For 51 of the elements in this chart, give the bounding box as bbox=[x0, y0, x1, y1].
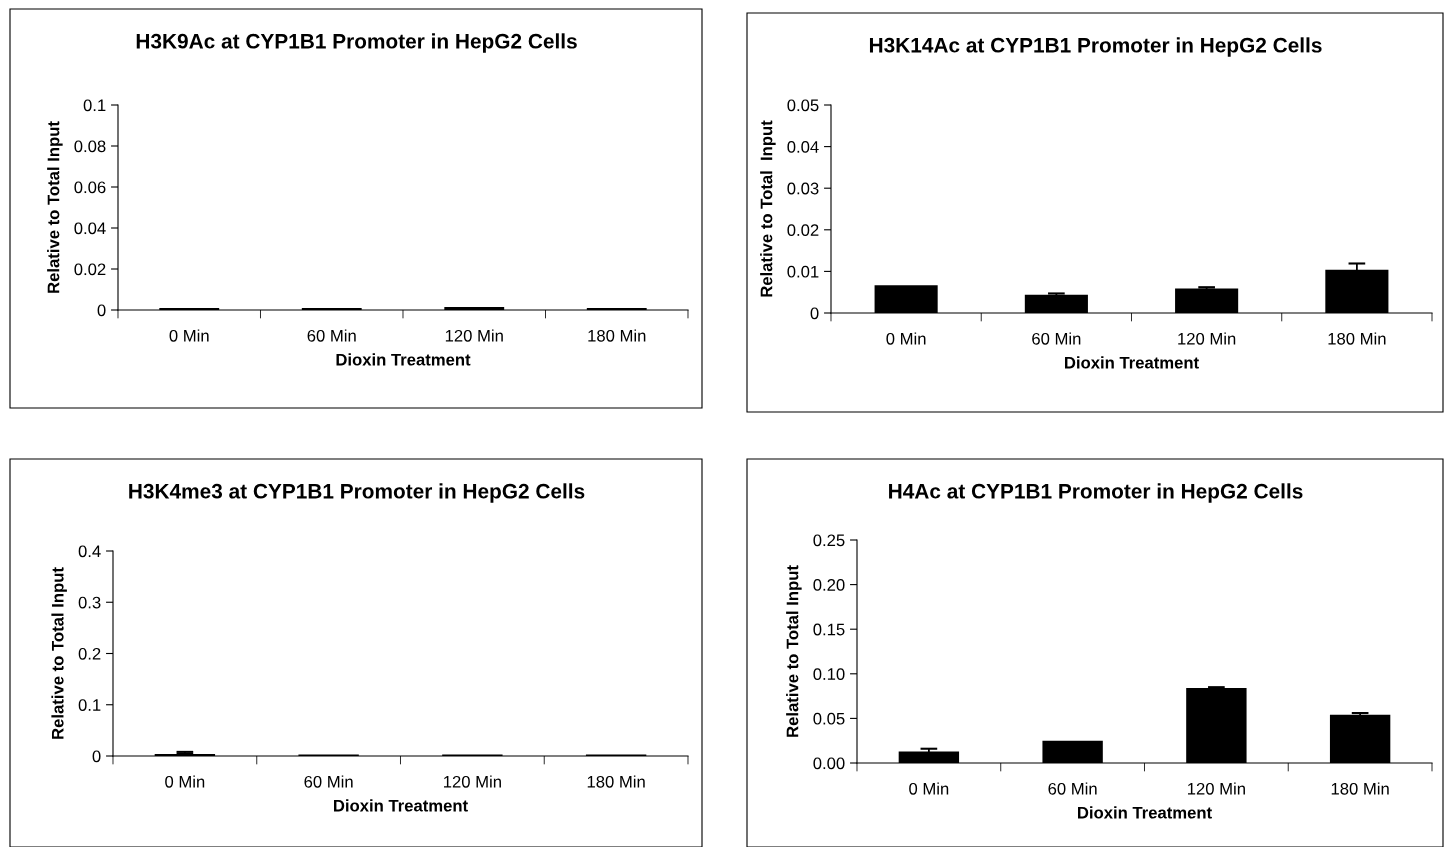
y-tick-label: 0.03 bbox=[787, 182, 819, 195]
x-axis-title: Dioxin Treatment bbox=[1078, 806, 1212, 819]
x-tick-label: 60 Min bbox=[1048, 782, 1097, 795]
chart-title: H3K14Ac at CYP1B1 Promoter in HepG2 Cells bbox=[869, 37, 1322, 57]
x-axis-title: Dioxin Treatment bbox=[336, 353, 471, 366]
y-tick-label: 0.3 bbox=[78, 596, 101, 609]
y-tick-label: 0.04 bbox=[74, 222, 106, 235]
y-tick-label: 0.1 bbox=[83, 99, 106, 112]
x-tick-label: 180 Min bbox=[588, 329, 646, 342]
y-tick-label: 0 bbox=[97, 304, 106, 317]
x-tick-label: 180 Min bbox=[1328, 332, 1386, 345]
y-tick-label: 0.15 bbox=[813, 623, 845, 636]
y-tick-label: 0.20 bbox=[813, 579, 845, 591]
x-tick-label: 120 Min bbox=[1178, 332, 1236, 345]
y-tick-label: 0.2 bbox=[78, 647, 101, 660]
y-tick-label: 0.02 bbox=[74, 263, 106, 276]
chart-title: H4Ac at CYP1B1 Promoter in HepG2 Cells bbox=[889, 483, 1303, 503]
y-axis-title: Relative to Total Input bbox=[760, 120, 776, 297]
y-tick-label: 0.01 bbox=[787, 265, 819, 278]
y-tick-label: 0.1 bbox=[78, 699, 101, 711]
x-tick-label: 120 Min bbox=[1188, 782, 1245, 795]
y-tick-label: 0.06 bbox=[74, 181, 106, 194]
x-tick-label: 60 Min bbox=[307, 329, 356, 342]
y-axis-title: Relative to Total Input bbox=[786, 565, 802, 737]
x-tick-label: 60 Min bbox=[1032, 332, 1081, 345]
x-axis-title: Dioxin Treatment bbox=[1065, 356, 1199, 369]
y-tick-label: 0.10 bbox=[813, 668, 845, 680]
x-tick-label: 0 Min bbox=[909, 782, 949, 795]
chart-title: H3K4me3 at CYP1B1 Promoter in HepG2 Cells bbox=[129, 483, 585, 503]
x-tick-label: 180 Min bbox=[1331, 782, 1389, 795]
x-tick-label: 120 Min bbox=[445, 329, 503, 342]
y-tick-label: 0.05 bbox=[787, 99, 819, 112]
y-tick-label: 0.25 bbox=[813, 534, 845, 547]
y-tick-label: 0.05 bbox=[813, 712, 845, 725]
x-tick-label: 0 Min bbox=[169, 329, 209, 342]
y-axis-title: Relative to Total Input bbox=[51, 567, 67, 739]
chart-title: H3K9Ac at CYP1B1 Promoter in HepG2 Cells bbox=[136, 33, 577, 53]
x-tick-label: 120 Min bbox=[444, 775, 501, 788]
x-tick-label: 0 Min bbox=[886, 332, 926, 345]
x-tick-label: 0 Min bbox=[165, 775, 205, 788]
y-tick-label: 0.00 bbox=[813, 757, 845, 770]
y-tick-label: 0.02 bbox=[787, 224, 819, 236]
y-tick-label: 0.08 bbox=[74, 140, 106, 153]
y-tick-label: 0.4 bbox=[78, 545, 101, 558]
x-axis-title: Dioxin Treatment bbox=[334, 799, 468, 812]
y-tick-label: 0.04 bbox=[787, 141, 819, 153]
y-axis-title: Relative to Total Input bbox=[47, 121, 63, 293]
x-tick-label: 60 Min bbox=[304, 775, 353, 788]
y-tick-label: 0 bbox=[810, 307, 819, 320]
y-tick-label: 0 bbox=[92, 750, 101, 763]
x-tick-label: 180 Min bbox=[587, 775, 645, 788]
